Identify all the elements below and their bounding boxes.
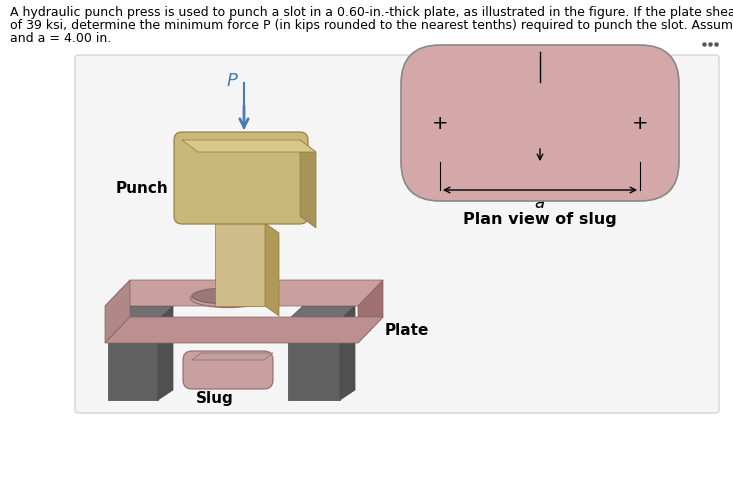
Text: Slug: Slug <box>196 391 234 406</box>
Polygon shape <box>288 306 355 320</box>
Polygon shape <box>105 317 383 343</box>
Text: +: + <box>632 114 648 132</box>
Text: $a$: $a$ <box>534 194 545 212</box>
Text: of 39 ksi, determine the minimum force P (in kips rounded to the nearest tenths): of 39 ksi, determine the minimum force P… <box>10 19 733 32</box>
FancyBboxPatch shape <box>75 55 719 413</box>
Polygon shape <box>105 280 130 343</box>
Ellipse shape <box>192 288 264 304</box>
Text: +: + <box>432 114 449 132</box>
Polygon shape <box>358 280 383 343</box>
Polygon shape <box>158 306 173 400</box>
Polygon shape <box>182 140 316 152</box>
Polygon shape <box>192 353 273 360</box>
Polygon shape <box>215 223 265 306</box>
Polygon shape <box>340 306 355 400</box>
Text: $P$: $P$ <box>226 72 239 90</box>
Text: $d$: $d$ <box>546 95 559 113</box>
Polygon shape <box>288 320 340 400</box>
Polygon shape <box>108 320 158 400</box>
Text: and a = 4.00 in.: and a = 4.00 in. <box>10 32 111 45</box>
Text: Plan view of slug: Plan view of slug <box>463 212 617 227</box>
FancyBboxPatch shape <box>174 132 308 224</box>
Polygon shape <box>105 280 383 306</box>
Text: A hydraulic punch press is used to punch a slot in a 0.60-in.-thick plate, as il: A hydraulic punch press is used to punch… <box>10 6 733 19</box>
Polygon shape <box>108 306 173 320</box>
Polygon shape <box>265 223 279 316</box>
FancyBboxPatch shape <box>183 351 273 389</box>
FancyBboxPatch shape <box>401 45 679 201</box>
Text: Plate: Plate <box>385 323 430 338</box>
Polygon shape <box>300 140 316 228</box>
Text: Punch: Punch <box>115 180 168 196</box>
